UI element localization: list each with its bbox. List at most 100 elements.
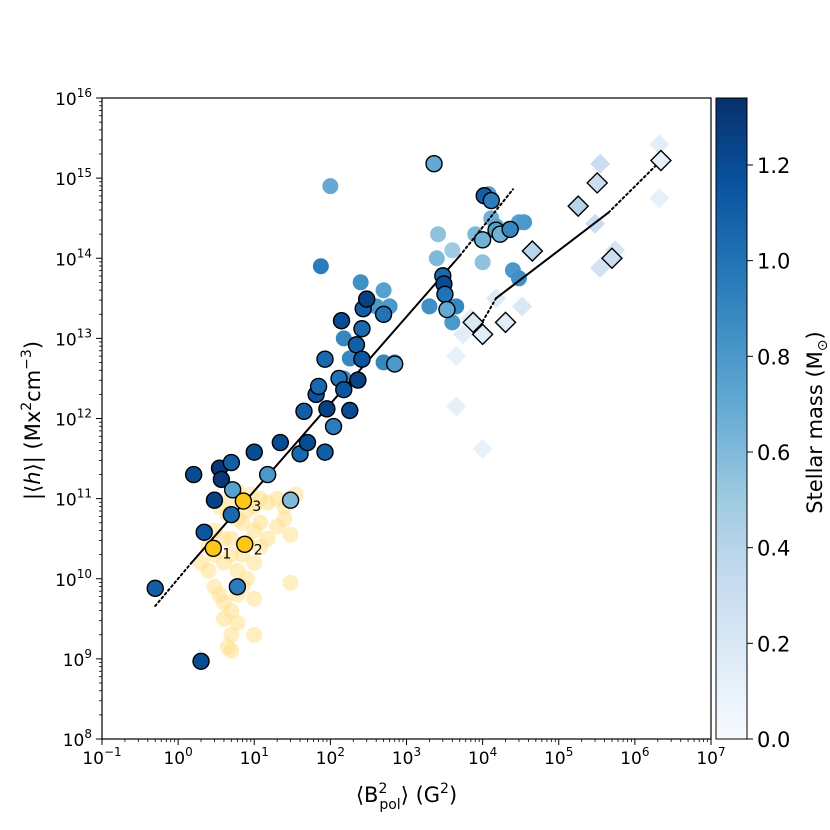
star-circle-point	[195, 523, 213, 541]
y-tick-exponent: 12	[77, 407, 92, 421]
star-circle-point	[222, 453, 241, 472]
x-tick-label: 102	[316, 745, 345, 769]
star-circle-point	[245, 443, 263, 461]
faded-circle-point	[430, 226, 447, 243]
faded-circle-point	[322, 178, 339, 195]
faded-circle-point	[375, 282, 392, 299]
faded-circle-point	[510, 270, 527, 287]
y-tick-label: 109	[63, 647, 92, 671]
x-label-part: ⟨B	[356, 783, 379, 807]
sun-background-point	[229, 614, 246, 631]
x-tick-exponent: 6	[642, 745, 650, 759]
sun-epoch-point	[236, 535, 254, 553]
sun-background-point	[246, 626, 263, 643]
colorbar-tick-label: 0.6	[757, 441, 790, 465]
y-tick-base: 10	[63, 651, 85, 671]
star-circle-point	[316, 443, 334, 461]
colorbar-tick-label: 0.2	[757, 632, 790, 656]
sun-epoch-point	[204, 539, 223, 558]
x-tick-label: 100	[163, 745, 192, 769]
x-tick-base: 10	[316, 749, 338, 769]
star-circle-point	[425, 155, 443, 173]
x-tick-base: 10	[163, 749, 185, 769]
x-tick-base: 10	[696, 749, 718, 769]
sun-background-point	[215, 610, 232, 627]
y-tick-exponent: 9	[84, 647, 92, 661]
star-circle-point	[146, 579, 164, 598]
faded-circle-point	[516, 214, 533, 231]
y-label-part: )	[21, 341, 45, 349]
star-circle-point	[281, 491, 300, 509]
star-circle-point	[353, 320, 371, 338]
star-diamond-point	[521, 240, 544, 263]
sun-background-point	[252, 514, 269, 531]
sun-background-point	[200, 562, 217, 579]
colorbar-label: Stellar mass (M⊙)	[803, 331, 830, 513]
y-tick-base: 10	[55, 411, 77, 431]
star-circle-point	[473, 231, 492, 249]
y-tick-exponent: 11	[77, 487, 92, 501]
y-tick-label: 108	[63, 727, 92, 751]
y-label-sup: 2	[19, 402, 35, 411]
series-sun-numbered-epochs-: 1 2 3	[204, 492, 263, 562]
x-tick-base: 10	[82, 749, 104, 769]
star-circle-point	[222, 505, 241, 524]
y-label-italic: h	[21, 471, 45, 484]
x-tick-base: 10	[620, 749, 642, 769]
y-tick-exponent: 16	[77, 86, 92, 100]
y-tick-label: 1010	[55, 567, 92, 591]
sun-background-point	[246, 554, 263, 571]
faded-circle-point	[428, 250, 445, 267]
fit-line-dotted	[458, 188, 514, 257]
faded-circle-point	[341, 350, 358, 367]
y-label-part: |⟨	[21, 485, 46, 500]
star-diamond-point	[462, 311, 485, 334]
star-circle-point	[271, 433, 290, 452]
colorbar-tick-label: 0.0	[757, 728, 790, 752]
star-circle-point	[205, 491, 224, 509]
faded-diamond-point	[446, 346, 467, 367]
y-tick-label: 1013	[55, 326, 92, 350]
faded-diamond-point	[472, 438, 493, 459]
sun-epoch-label: 1	[222, 546, 231, 562]
star-circle-point	[223, 481, 242, 499]
star-circle-point	[349, 371, 367, 389]
sun-epoch-label: 3	[252, 499, 261, 515]
fit-line-dotted	[607, 159, 662, 214]
faded-circle-point	[352, 274, 369, 291]
faded-circle-point	[421, 298, 438, 315]
faded-diamond-point	[590, 153, 611, 174]
star-diamond-point	[494, 311, 517, 334]
star-circle-point	[501, 220, 519, 239]
x-tick-label: 104	[468, 745, 497, 769]
x-label-part: ⟩ (G	[401, 783, 440, 807]
star-circle-point	[482, 191, 500, 210]
x-tick-exponent: −1	[104, 745, 122, 759]
star-diamond-point	[649, 149, 672, 172]
star-circle-point	[309, 377, 328, 396]
sun-background-point	[223, 530, 240, 547]
x-label-part: )	[449, 783, 457, 807]
sun-epoch-label: 2	[254, 542, 263, 558]
series-stars-averages-	[146, 155, 519, 670]
sun-background-point	[269, 518, 286, 535]
y-tick-base: 10	[63, 731, 85, 751]
star-circle-point	[316, 350, 334, 368]
star-circle-point	[298, 433, 317, 452]
star-circle-point	[386, 355, 404, 373]
y-tick-base: 10	[55, 491, 77, 511]
fit-line-solid	[495, 211, 610, 300]
sun-background-point	[252, 538, 269, 555]
star-circle-point	[192, 652, 210, 670]
faded-circle-point	[312, 258, 329, 275]
x-tick-exponent: 7	[718, 745, 726, 759]
y-tick-exponent: 13	[77, 326, 92, 340]
x-tick-exponent: 3	[414, 745, 422, 759]
y-label-sup: −3	[19, 349, 35, 370]
x-tick-exponent: 2	[337, 745, 345, 759]
faded-diamond-point	[649, 134, 670, 155]
sun-background-point	[246, 590, 263, 607]
star-circle-point	[228, 578, 247, 596]
star-circle-point	[258, 465, 277, 484]
